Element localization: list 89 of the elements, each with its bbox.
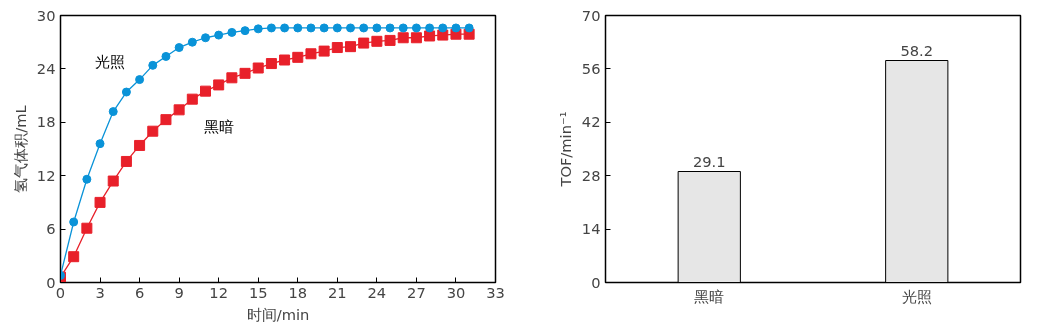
data-label: 58.2 bbox=[900, 41, 934, 59]
point bbox=[213, 79, 225, 91]
x-tick-label: 24 bbox=[367, 283, 387, 301]
series-label: 黑暗 bbox=[204, 117, 235, 135]
point bbox=[173, 104, 185, 116]
point bbox=[371, 35, 383, 47]
point bbox=[345, 41, 356, 53]
point bbox=[293, 23, 303, 33]
y-tick-label: 42 bbox=[581, 113, 601, 131]
point bbox=[68, 251, 80, 263]
x-tick-label: 33 bbox=[486, 283, 505, 301]
point bbox=[134, 139, 146, 151]
x-tick-label: 9 bbox=[174, 283, 184, 301]
x-tick-label: 21 bbox=[327, 283, 347, 301]
point bbox=[214, 30, 224, 40]
y-axis-title: 氢气体积/mL bbox=[11, 104, 29, 193]
point bbox=[239, 67, 251, 79]
point bbox=[161, 51, 171, 61]
point bbox=[148, 60, 158, 70]
point bbox=[305, 48, 317, 60]
point bbox=[464, 23, 474, 33]
point bbox=[397, 32, 409, 44]
x-tick-label: 光照 bbox=[901, 287, 932, 305]
y-tick-label: 28 bbox=[581, 166, 601, 184]
series-label: 光照 bbox=[94, 52, 125, 70]
point bbox=[385, 23, 395, 33]
point bbox=[306, 23, 316, 33]
point bbox=[94, 196, 106, 208]
point bbox=[120, 155, 132, 167]
y-tick-label: 56 bbox=[581, 59, 601, 77]
point bbox=[201, 33, 210, 43]
y-tick-label: 14 bbox=[581, 220, 601, 238]
y-tick-label: 6 bbox=[46, 220, 56, 238]
point bbox=[359, 23, 369, 33]
x-tick-label: 3 bbox=[95, 283, 105, 301]
point bbox=[346, 23, 355, 33]
point bbox=[107, 175, 119, 187]
point bbox=[240, 26, 250, 36]
point bbox=[121, 87, 131, 97]
point bbox=[358, 37, 370, 49]
point bbox=[160, 114, 172, 126]
point bbox=[318, 45, 330, 57]
point bbox=[384, 34, 396, 46]
point bbox=[81, 222, 93, 234]
point bbox=[424, 30, 436, 42]
point bbox=[438, 23, 448, 33]
y-tick-label: 12 bbox=[36, 166, 56, 184]
point bbox=[95, 139, 105, 149]
point bbox=[372, 23, 382, 33]
x-tick-label: 27 bbox=[407, 283, 426, 301]
point bbox=[280, 23, 290, 33]
point bbox=[227, 27, 237, 37]
point bbox=[200, 85, 211, 97]
point bbox=[187, 37, 197, 47]
x-tick-label: 18 bbox=[288, 283, 308, 301]
data-label: 29.1 bbox=[692, 152, 726, 170]
point bbox=[108, 107, 118, 117]
point bbox=[425, 23, 435, 33]
y-tick-label: 30 bbox=[36, 6, 56, 24]
point bbox=[135, 75, 145, 85]
point bbox=[252, 62, 264, 74]
point bbox=[82, 174, 92, 184]
point bbox=[69, 217, 79, 227]
x-tick-label: 黑暗 bbox=[694, 287, 725, 305]
y-tick-label: 70 bbox=[581, 6, 601, 24]
point bbox=[451, 23, 461, 33]
point bbox=[319, 23, 329, 33]
point bbox=[279, 54, 291, 66]
point bbox=[332, 23, 342, 33]
y-tick-label: 24 bbox=[36, 59, 56, 77]
x-tick-label: 15 bbox=[248, 283, 268, 301]
x-axis-title: 时间/min bbox=[246, 305, 310, 323]
point bbox=[147, 125, 159, 137]
point bbox=[398, 23, 408, 33]
x-tick-label: 12 bbox=[209, 283, 229, 301]
point bbox=[266, 23, 276, 33]
point bbox=[265, 58, 277, 70]
point bbox=[226, 72, 238, 84]
point bbox=[253, 24, 263, 34]
y-axis-title: TOF/min⁻¹ bbox=[556, 111, 574, 188]
x-tick-label: 30 bbox=[446, 283, 466, 301]
point bbox=[186, 93, 198, 105]
point bbox=[411, 23, 421, 33]
y-tick-label: 18 bbox=[36, 113, 56, 131]
point bbox=[174, 43, 184, 53]
x-tick-label: 6 bbox=[134, 283, 145, 301]
point bbox=[331, 42, 343, 54]
point bbox=[410, 32, 422, 44]
point bbox=[292, 51, 304, 63]
